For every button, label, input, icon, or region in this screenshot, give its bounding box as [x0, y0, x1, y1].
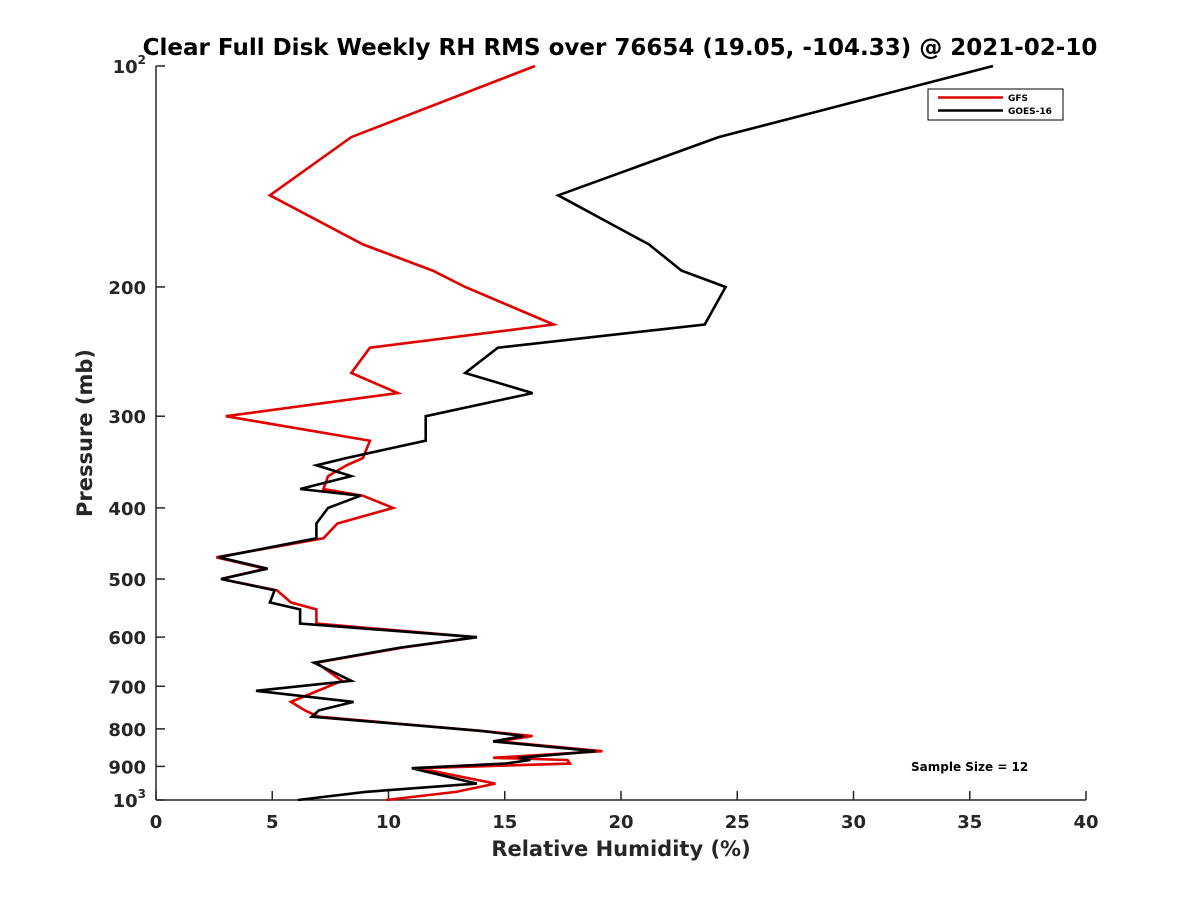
x-tick-label: 40 — [1073, 812, 1098, 833]
x-tick-label: 20 — [608, 812, 633, 833]
x-tick-label: 25 — [725, 812, 750, 833]
y-tick-exponent: 2 — [138, 53, 146, 67]
x-tick-label: 0 — [150, 812, 163, 833]
x-tick-label: 30 — [841, 812, 866, 833]
y-tick-label: 600 — [108, 628, 146, 649]
legend-label-gfs: GFS — [1008, 94, 1028, 104]
y-tick-label: 200 — [108, 278, 146, 299]
y-tick-label: 500 — [108, 570, 146, 591]
y-tick-label: 103 — [113, 787, 146, 812]
legend-label-goes16: GOES-16 — [1008, 107, 1052, 117]
y-tick-label: 800 — [108, 720, 146, 741]
legend: GFS GOES-16 — [927, 88, 1064, 121]
y-tick-label: 400 — [108, 499, 146, 520]
x-tick-label: 15 — [492, 812, 517, 833]
series-line-goes16 — [218, 64, 994, 802]
y-tick-base: 10 — [113, 791, 138, 812]
chart-title: Clear Full Disk Weekly RH RMS over 76654… — [143, 35, 1098, 61]
x-tick-label: 35 — [957, 812, 982, 833]
y-tick-exponent: 3 — [138, 787, 146, 801]
x-tick-label: 5 — [266, 812, 279, 833]
y-axis-label: Pressure (mb) — [73, 349, 97, 517]
y-tick-label: 300 — [108, 407, 146, 428]
sample-size-annotation: Sample Size = 12 — [911, 760, 1028, 774]
y-tick-label: 900 — [108, 757, 146, 778]
x-ticks: 0 5 10 15 20 25 30 35 40 — [150, 791, 1099, 833]
series-lines — [216, 64, 994, 802]
y-tick-base: 10 — [113, 57, 138, 78]
x-tick-label: 10 — [376, 812, 401, 833]
x-axis-label: Relative Humidity (%) — [491, 837, 750, 861]
y-tick-label: 102 — [113, 53, 146, 78]
legend-box — [927, 88, 1064, 121]
y-tick-label: 700 — [108, 677, 146, 698]
